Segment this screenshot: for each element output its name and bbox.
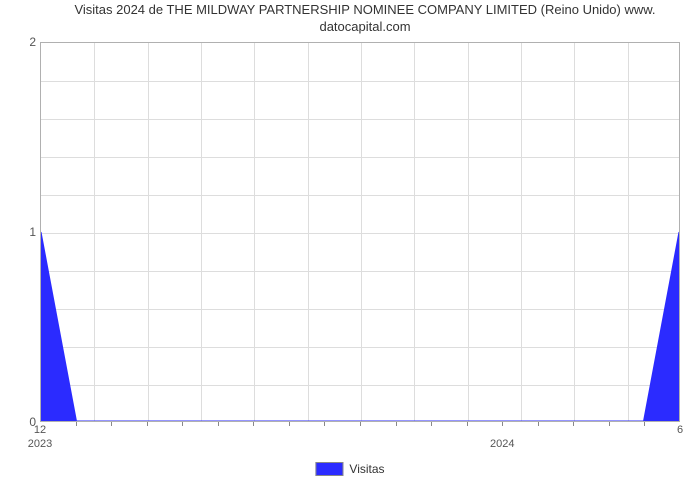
x-year-label: 2023 (28, 438, 52, 450)
x-minor-tick (76, 422, 77, 426)
x-minor-tick (609, 422, 610, 426)
x-minor-tick (360, 422, 361, 426)
x-minor-tick (538, 422, 539, 426)
x-minor-tick (502, 422, 503, 426)
x-minor-tick (182, 422, 183, 426)
plot-area (40, 42, 680, 422)
x-minor-tick (253, 422, 254, 426)
x-minor-tick (324, 422, 325, 426)
chart-title-line1: Visitas 2024 de THE MILDWAY PARTNERSHIP … (74, 2, 655, 17)
x-minor-tick (573, 422, 574, 426)
x-minor-tick (431, 422, 432, 426)
x-minor-tick (218, 422, 219, 426)
x-minor-tick (147, 422, 148, 426)
x-tick-label: 6 (677, 424, 683, 436)
data-series-area (41, 43, 679, 421)
legend-swatch (315, 462, 343, 476)
y-tick-label: 1 (8, 225, 36, 239)
x-year-label: 2024 (490, 438, 514, 450)
x-minor-tick (467, 422, 468, 426)
x-minor-tick (644, 422, 645, 426)
legend: Visitas (315, 462, 384, 476)
chart-title-line2: datocapital.com (319, 19, 410, 34)
chart-title: Visitas 2024 de THE MILDWAY PARTNERSHIP … (40, 2, 690, 36)
x-minor-tick (396, 422, 397, 426)
y-tick-label: 0 (8, 415, 36, 429)
y-tick-label: 2 (8, 35, 36, 49)
legend-label: Visitas (349, 462, 384, 476)
visits-chart: Visitas 2024 de THE MILDWAY PARTNERSHIP … (0, 0, 700, 500)
x-minor-tick (289, 422, 290, 426)
x-tick-label: 12 (34, 424, 46, 436)
x-minor-tick (111, 422, 112, 426)
